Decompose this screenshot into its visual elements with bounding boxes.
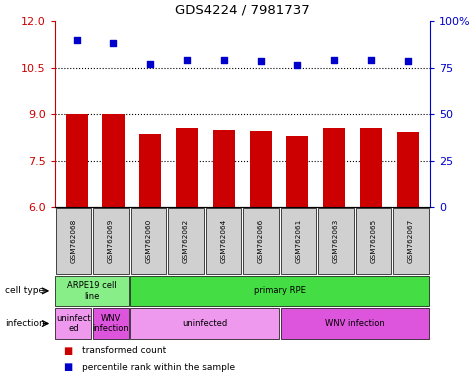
Text: GSM762061: GSM762061 [295,219,302,263]
Bar [131,276,429,306]
Bar [56,308,91,339]
Bar [168,208,204,274]
Text: GSM762060: GSM762060 [145,219,152,263]
Text: cell type: cell type [5,286,44,295]
Text: ■: ■ [64,362,76,372]
Bar [393,208,429,274]
Bar [281,308,429,339]
Bar [356,208,391,274]
Bar [318,208,354,274]
Point [257,58,265,64]
Bar [286,136,308,207]
Text: GSM762068: GSM762068 [70,219,76,263]
Bar [56,208,91,274]
Text: ARPE19 cell
line: ARPE19 cell line [67,281,117,301]
Text: primary RPE: primary RPE [254,286,306,295]
Bar [66,114,88,207]
Point [404,58,412,64]
Text: GSM762065: GSM762065 [370,219,377,263]
Text: WNV infection: WNV infection [325,319,385,328]
Bar [323,128,345,207]
Bar [243,208,279,274]
Bar [93,208,129,274]
Point [73,37,80,43]
Text: GSM762064: GSM762064 [220,219,227,263]
Point [367,57,375,63]
Text: transformed count: transformed count [82,346,166,355]
Text: infection: infection [5,319,45,328]
Text: GSM762067: GSM762067 [408,219,414,263]
Point [294,62,301,68]
Bar [103,114,124,207]
Bar [131,208,166,274]
Point [110,40,117,46]
Text: WNV
infection: WNV infection [93,314,129,333]
Bar [56,276,129,306]
Text: uninfected: uninfected [182,319,228,328]
Bar [139,134,162,207]
Text: GSM762066: GSM762066 [258,219,264,263]
Point [331,57,338,63]
Bar [93,308,129,339]
Text: GSM762063: GSM762063 [333,219,339,263]
Text: ■: ■ [64,346,76,356]
Bar [397,132,419,207]
Bar [213,130,235,207]
Text: uninfect
ed: uninfect ed [56,314,91,333]
Point [146,61,154,67]
Point [183,57,191,63]
Text: GDS4224 / 7981737: GDS4224 / 7981737 [175,4,310,17]
Bar [206,208,241,274]
Point [220,57,228,63]
Bar [249,131,272,207]
Bar [131,308,279,339]
Text: GSM762062: GSM762062 [183,219,189,263]
Bar [360,128,382,207]
Text: GSM762069: GSM762069 [108,219,114,263]
Bar [176,128,198,207]
Text: percentile rank within the sample: percentile rank within the sample [82,363,235,372]
Bar [281,208,316,274]
